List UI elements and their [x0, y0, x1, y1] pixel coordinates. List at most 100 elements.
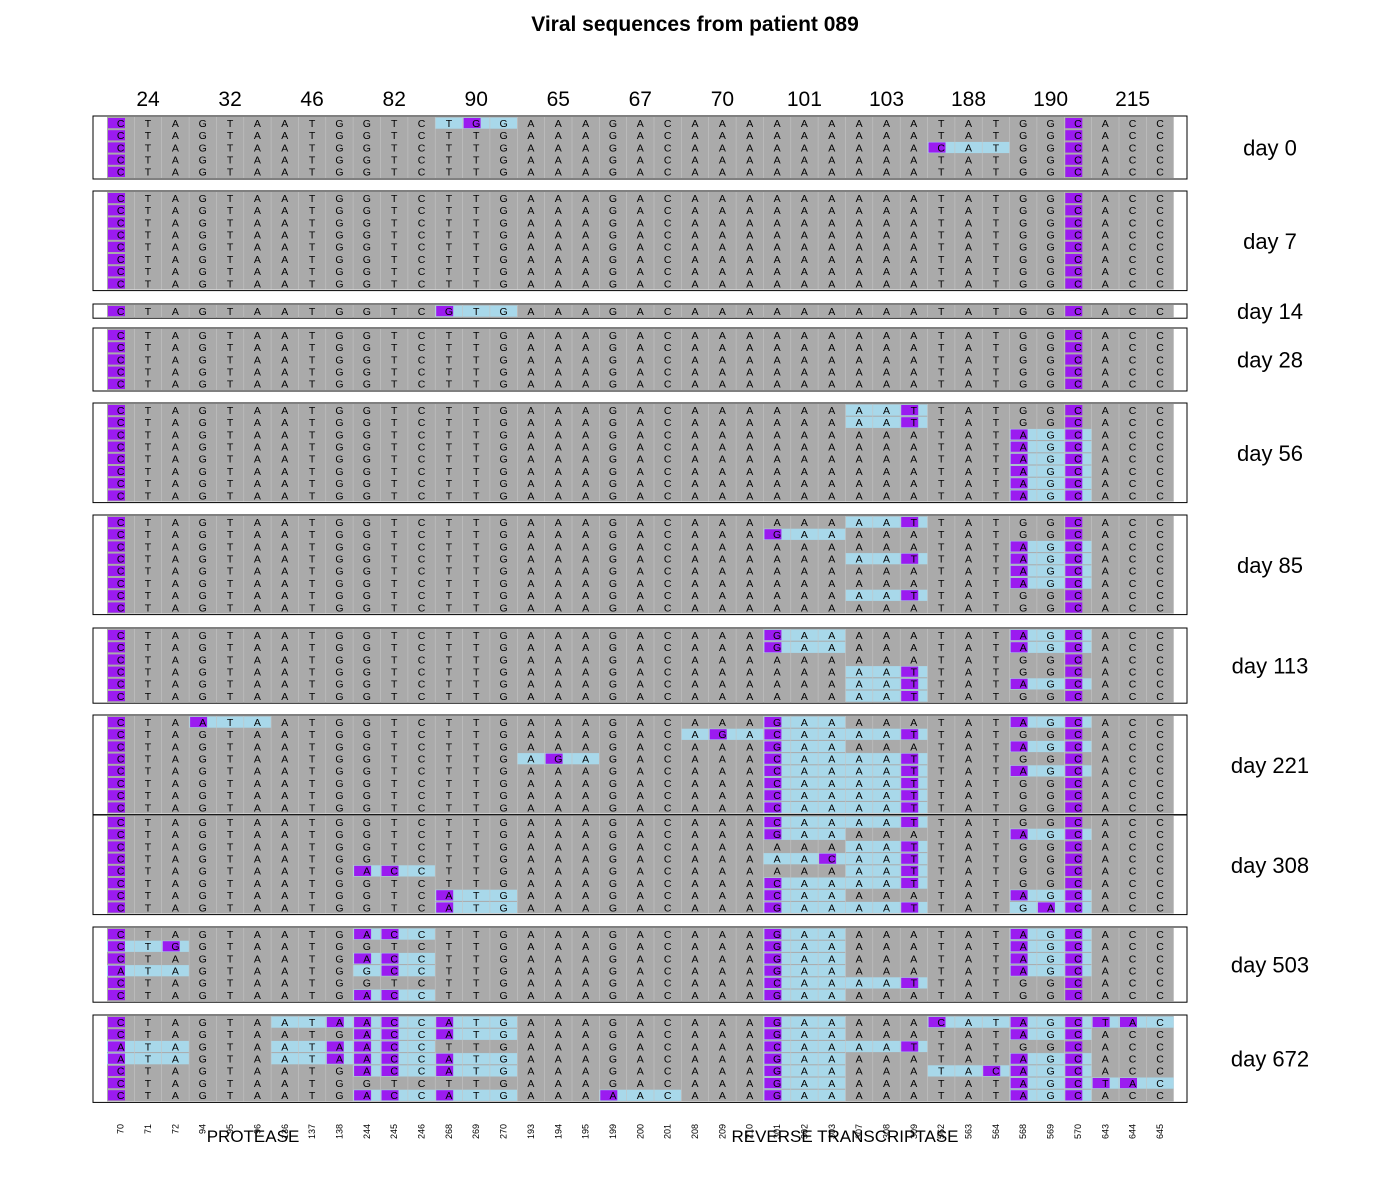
base-letter: A: [856, 802, 863, 814]
base-letter: T: [227, 654, 234, 666]
base-letter: T: [145, 554, 152, 566]
base-letter: A: [527, 405, 534, 417]
base-letter: A: [965, 766, 972, 778]
base-letter: A: [856, 517, 863, 529]
base-letter: G: [500, 266, 508, 278]
base-letter: A: [1020, 966, 1027, 978]
position-label: 308: [882, 1124, 892, 1139]
base-letter: A: [555, 517, 562, 529]
base-letter: A: [965, 230, 972, 242]
base-letter: A: [555, 379, 562, 391]
base-letter: C: [1156, 841, 1164, 853]
base-letter: T: [309, 691, 316, 703]
base-letter: G: [500, 878, 508, 890]
base-letter: T: [446, 790, 453, 802]
mutation-cell: [1010, 1029, 1028, 1040]
mutation-cell: [1065, 1053, 1083, 1064]
base-letter: A: [828, 890, 835, 902]
base-letter: A: [910, 367, 917, 379]
base-letter: A: [883, 266, 890, 278]
base-letter: A: [637, 878, 644, 890]
base-letter: T: [309, 1054, 316, 1066]
base-letter: A: [527, 517, 534, 529]
base-letter: A: [254, 929, 261, 941]
base-letter: A: [828, 541, 835, 553]
base-letter: A: [910, 379, 917, 391]
base-letter: A: [719, 878, 726, 890]
base-letter: G: [609, 454, 617, 466]
base-letter: C: [1129, 466, 1137, 478]
base-letter: A: [691, 679, 698, 691]
base-letter: A: [172, 118, 179, 130]
base-letter: A: [172, 306, 179, 318]
base-letter: A: [828, 278, 835, 290]
base-letter: T: [473, 367, 480, 379]
base-letter: C: [664, 866, 672, 878]
base-letter: T: [473, 354, 480, 366]
base-letter: A: [828, 367, 835, 379]
base-letter: A: [172, 854, 179, 866]
base-letter: A: [254, 155, 261, 167]
position-label: 72: [170, 1124, 180, 1134]
base-letter: A: [254, 354, 261, 366]
base-letter: A: [801, 878, 808, 890]
base-letter: A: [172, 417, 179, 429]
base-letter: G: [1047, 306, 1055, 318]
base-letter: A: [691, 802, 698, 814]
base-letter: C: [117, 217, 125, 229]
base-letter: A: [691, 790, 698, 802]
base-letter: G: [1047, 254, 1055, 266]
base-letter: A: [910, 578, 917, 590]
base-letter: T: [938, 717, 945, 729]
base-letter: C: [117, 490, 125, 502]
base-letter: C: [1129, 529, 1137, 541]
base-letter: C: [418, 379, 426, 391]
base-letter: G: [1047, 130, 1055, 142]
mutation-cell: [1065, 429, 1083, 440]
base-letter: A: [691, 642, 698, 654]
base-letter: C: [1129, 841, 1137, 853]
base-letter: C: [418, 529, 426, 541]
base-letter: G: [1019, 866, 1027, 878]
base-letter: C: [664, 217, 672, 229]
base-letter: C: [664, 254, 672, 266]
base-letter: G: [199, 278, 207, 290]
base-letter: T: [938, 367, 945, 379]
base-letter: A: [527, 554, 534, 566]
base-letter: A: [828, 1066, 835, 1078]
mutated-codon: [435, 305, 518, 317]
mutation-cell: [1065, 1029, 1083, 1040]
base-letter: A: [965, 729, 972, 741]
base-letter: C: [1156, 118, 1164, 130]
base-letter: A: [801, 667, 808, 679]
base-letter: A: [883, 929, 890, 941]
base-letter: A: [172, 691, 179, 703]
base-letter: C: [1074, 941, 1082, 953]
base-letter: T: [473, 630, 480, 642]
base-letter: T: [993, 1090, 1000, 1102]
base-letter: G: [1047, 841, 1055, 853]
base-letter: T: [993, 829, 1000, 841]
base-letter: G: [1047, 741, 1055, 753]
base-letter: G: [363, 490, 371, 502]
base-letter: T: [938, 1029, 945, 1041]
base-letter: T: [227, 578, 234, 590]
base-letter: T: [309, 230, 316, 242]
mutation-cell: [108, 630, 125, 641]
base-letter: A: [719, 1090, 726, 1102]
base-letter: A: [883, 517, 890, 529]
base-letter: C: [664, 155, 672, 167]
base-letter: A: [856, 342, 863, 354]
base-letter: G: [500, 517, 508, 529]
mutation-cell: [764, 977, 782, 988]
base-letter: C: [390, 1054, 398, 1066]
base-letter: A: [774, 578, 781, 590]
base-letter: A: [719, 630, 726, 642]
base-letter: G: [609, 1054, 617, 1066]
mutation-cell: [901, 765, 919, 776]
base-letter: G: [335, 642, 343, 654]
base-letter: T: [938, 342, 945, 354]
base-letter: G: [363, 642, 371, 654]
base-letter: A: [637, 754, 644, 766]
base-letter: G: [1047, 817, 1055, 829]
